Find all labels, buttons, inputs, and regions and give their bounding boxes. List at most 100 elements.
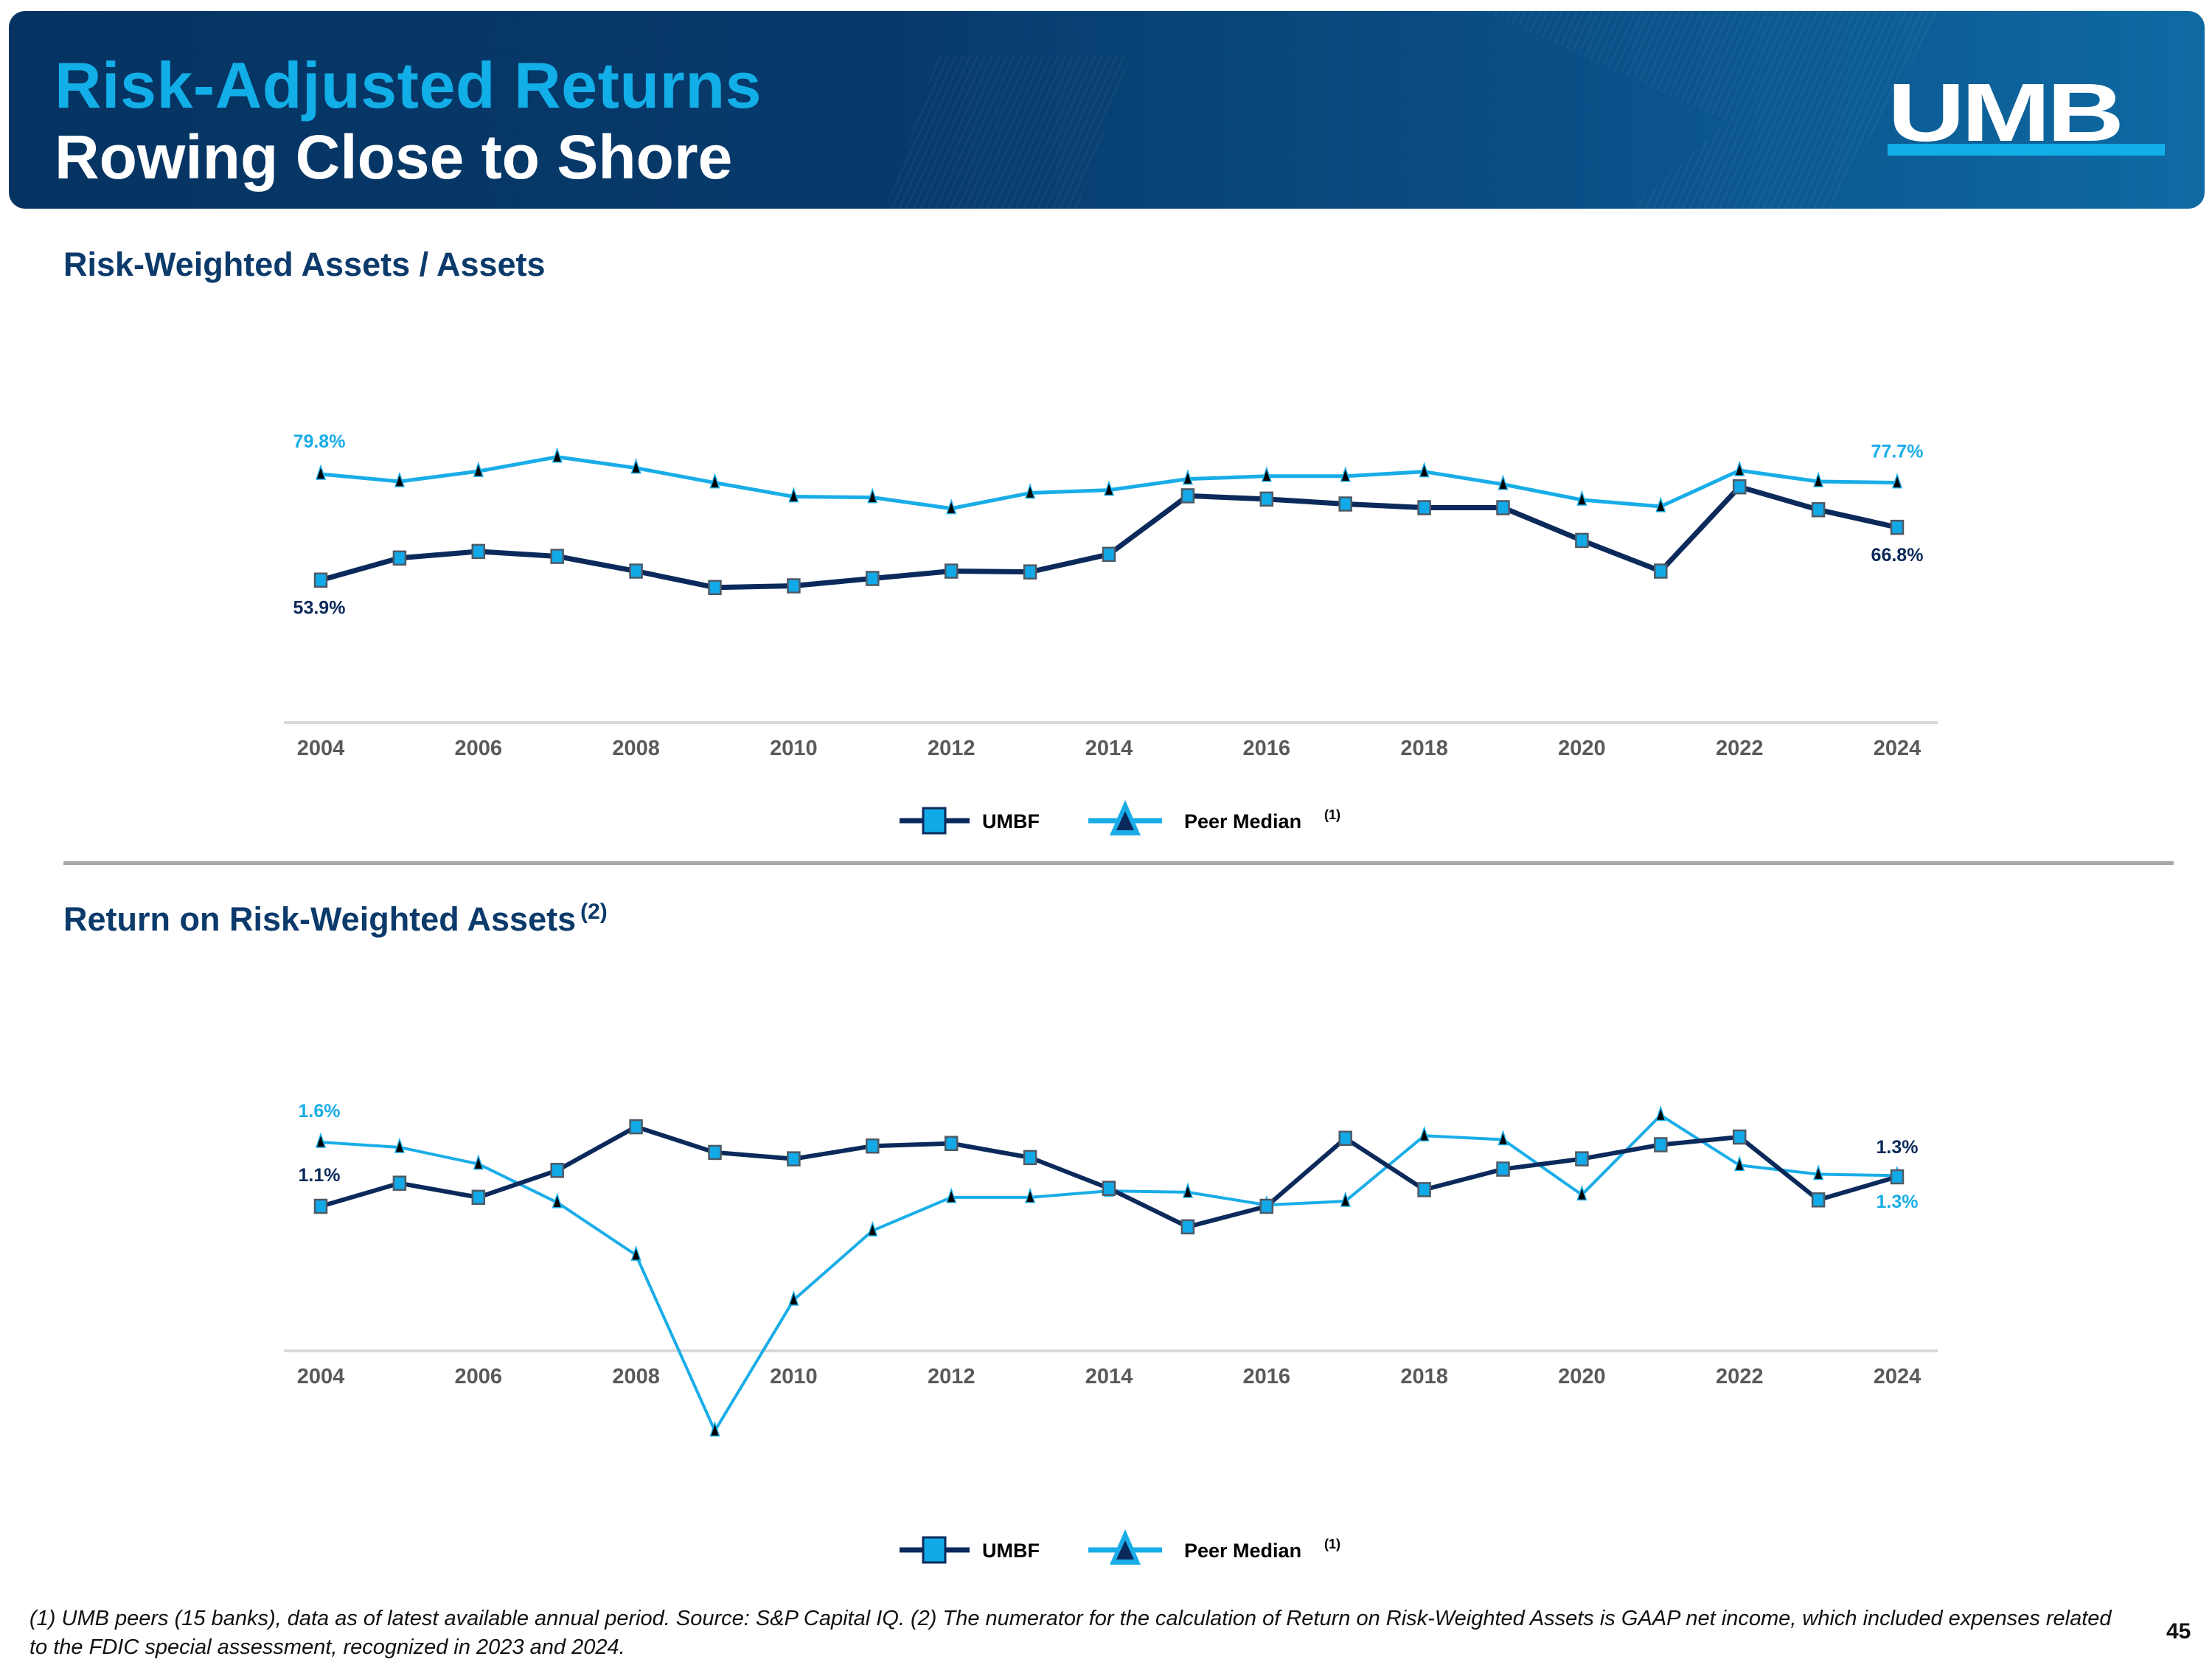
x-tick-label: 2004 xyxy=(297,737,345,760)
peer-median-point xyxy=(709,473,720,489)
umbf-point xyxy=(471,543,486,560)
page-number: 45 xyxy=(2166,1619,2191,1644)
umbf-point xyxy=(550,549,564,564)
x-tick-label: 2006 xyxy=(455,1365,503,1388)
x-tick-label: 2014 xyxy=(1085,1365,1133,1388)
umbf-point xyxy=(1102,1181,1116,1196)
peer-median-point xyxy=(1734,460,1745,476)
peer-median-point xyxy=(1576,490,1587,506)
umbf-first-value-label: 53.9% xyxy=(293,598,346,619)
umbf-point xyxy=(1575,532,1589,549)
peer-median-point xyxy=(1734,1155,1745,1172)
umbf-point xyxy=(392,550,407,566)
umbf-point xyxy=(1890,519,1905,535)
peer-median-point xyxy=(1813,1164,1824,1181)
umbf-point xyxy=(1811,1192,1826,1208)
peer-median-point xyxy=(946,498,957,515)
umbf-point xyxy=(550,1163,564,1178)
chart-return-on-rwa: 2004 2006 2008 2010 2012 2014 2016 2018 2020 2022… xyxy=(284,1101,1938,1565)
umbf-point xyxy=(1180,1219,1195,1235)
legend-peer-triangle-icon xyxy=(1116,811,1134,830)
x-tick-label: 2008 xyxy=(612,737,660,760)
peer-median-point xyxy=(788,487,799,503)
peer-median-point xyxy=(552,447,563,463)
logo-text: UMB xyxy=(1888,66,2124,159)
header-banner: Risk-Adjusted Returns Rowing Close to Sh… xyxy=(9,11,2205,209)
x-tick-label: 2020 xyxy=(1558,1365,1606,1388)
slide-title: Risk-Adjusted Returns xyxy=(55,49,762,122)
peer-median-point xyxy=(630,1245,641,1261)
chart-legend: UMBF Peer Median (1) xyxy=(900,1529,1340,1565)
umbf-point xyxy=(1259,491,1274,507)
umbf-point xyxy=(1417,500,1431,515)
chart2-title-text: Return on Risk-Weighted Assets xyxy=(63,900,577,938)
x-tick-label: 2004 xyxy=(297,1365,345,1388)
x-tick-label: 2022 xyxy=(1716,737,1764,760)
chart-legend: UMBF Peer Median (1) xyxy=(900,800,1340,835)
x-tick-label: 2018 xyxy=(1400,1365,1448,1388)
peer-median-point xyxy=(1419,462,1430,478)
peer-median-point xyxy=(394,471,405,487)
umbf-point xyxy=(313,572,328,588)
peer-median-point xyxy=(1498,1130,1509,1146)
peer-median-point xyxy=(1340,1191,1351,1207)
legend-umbf-label: UMBF xyxy=(982,810,1040,832)
umbf-point xyxy=(471,1189,486,1206)
umbf-point xyxy=(629,563,643,579)
umbf-point xyxy=(1732,1129,1747,1145)
legend-umbf-label: UMBF xyxy=(982,1540,1040,1562)
x-tick-label: 2012 xyxy=(928,1365,975,1388)
umbf-point xyxy=(1654,1137,1668,1152)
peer-last-value-label: 77.7% xyxy=(1871,442,1924,462)
legend-umbf-square-icon xyxy=(922,807,947,835)
peer-median-point xyxy=(1813,471,1824,487)
umbf-point xyxy=(787,1151,801,1166)
umbf-point xyxy=(1259,1198,1274,1214)
peer-median-point xyxy=(788,1290,799,1306)
peer-median-point xyxy=(1891,473,1903,489)
logo-underline xyxy=(1888,144,2165,156)
x-tick-label: 2022 xyxy=(1716,1365,1764,1388)
section-divider xyxy=(63,861,2174,865)
peer-median-point xyxy=(1655,496,1666,512)
umbf-point xyxy=(1575,1151,1589,1166)
footnote: (1) UMB peers (15 banks), data as of lat… xyxy=(29,1607,2112,1660)
legend-peer-footnote-ref: (1) xyxy=(1324,807,1340,822)
umbf-point xyxy=(866,1138,880,1154)
peer-median-point xyxy=(1340,466,1351,482)
chart1-title: Risk-Weighted Assets / Assets xyxy=(63,246,546,284)
umbf-point xyxy=(1180,488,1195,504)
peer-median-point xyxy=(315,464,327,480)
umbf-point xyxy=(1811,502,1826,518)
umbf-point xyxy=(1732,479,1747,495)
x-tick-label: 2010 xyxy=(770,737,818,760)
legend-peer-triangle-icon xyxy=(1116,1540,1134,1560)
peer-last-value-label: 1.3% xyxy=(1877,1192,1919,1212)
peer-first-value-label: 1.6% xyxy=(299,1101,341,1122)
legend-peer-label: Peer Median xyxy=(1184,810,1301,832)
peer-first-value-label: 79.8% xyxy=(293,431,346,452)
umbf-point xyxy=(392,1175,407,1191)
umbf-point xyxy=(1890,1169,1905,1185)
peer-median-point xyxy=(315,1132,327,1148)
peer-median-point xyxy=(1419,1125,1430,1142)
x-tick-label: 2016 xyxy=(1243,737,1291,760)
umbf-point xyxy=(313,1198,328,1214)
umbf-point xyxy=(787,578,801,594)
umbf-point xyxy=(708,580,722,595)
umbf-point xyxy=(1496,1161,1510,1177)
chart-rwa-to-assets: 2004 2006 2008 2010 2012 2014 2016 2018 2020 2022… xyxy=(284,431,1938,835)
umbf-point xyxy=(629,1119,643,1135)
peer-median-point xyxy=(709,1421,720,1437)
chart2-title-footnote-ref: (2) xyxy=(580,900,608,924)
legend-peer-label: Peer Median xyxy=(1184,1540,1301,1562)
umbf-point xyxy=(944,563,959,579)
x-tick-label: 2014 xyxy=(1085,737,1133,760)
peer-median-point xyxy=(867,487,878,504)
umbf-point xyxy=(1496,500,1510,515)
peer-median-point xyxy=(1655,1105,1666,1122)
peer-median-point xyxy=(1103,480,1115,496)
x-tick-label: 2024 xyxy=(1874,737,1921,760)
x-tick-label: 2020 xyxy=(1558,737,1606,760)
x-tick-label: 2008 xyxy=(612,1365,660,1388)
